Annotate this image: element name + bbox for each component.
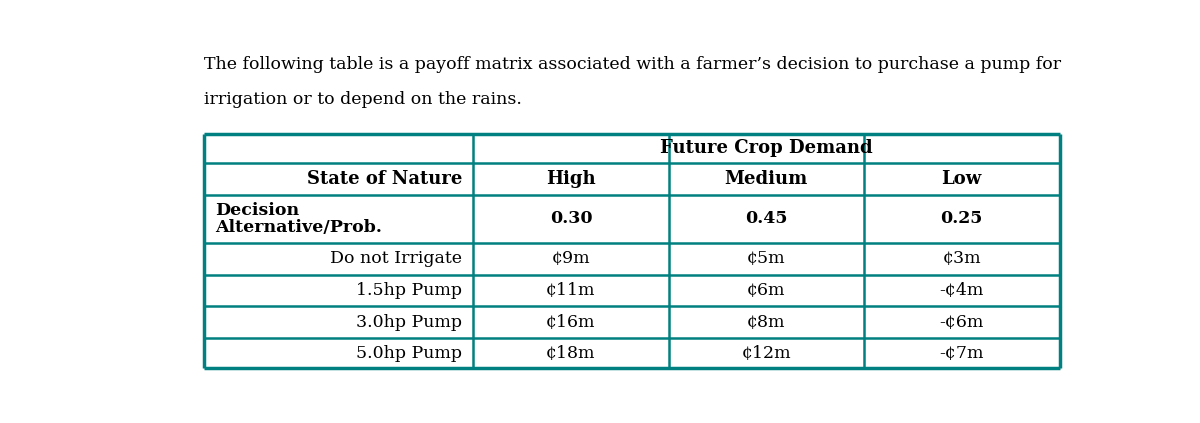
Text: Low: Low	[942, 170, 982, 188]
Text: 0.30: 0.30	[550, 210, 593, 227]
Text: The following table is a payoff matrix associated with a farmer’s decision to pu: The following table is a payoff matrix a…	[204, 56, 1061, 73]
Text: Alternative/Prob.: Alternative/Prob.	[215, 219, 382, 236]
Text: Future Crop Demand: Future Crop Demand	[660, 140, 872, 157]
Text: -¢7m: -¢7m	[940, 345, 984, 362]
Text: ¢11m: ¢11m	[546, 282, 595, 299]
Text: 3.0hp Pump: 3.0hp Pump	[356, 313, 462, 330]
Text: State of Nature: State of Nature	[307, 170, 462, 188]
Text: ¢16m: ¢16m	[546, 313, 595, 330]
Text: ¢9m: ¢9m	[552, 250, 590, 267]
Text: -¢6m: -¢6m	[940, 313, 984, 330]
Text: High: High	[546, 170, 596, 188]
Text: ¢5m: ¢5m	[746, 250, 785, 267]
Text: Decision: Decision	[215, 202, 299, 219]
Text: ¢3m: ¢3m	[942, 250, 980, 267]
Text: Do not Irrigate: Do not Irrigate	[330, 250, 462, 267]
Text: ¢12m: ¢12m	[742, 345, 791, 362]
Text: ¢8m: ¢8m	[746, 313, 785, 330]
Text: 0.25: 0.25	[941, 210, 983, 227]
Text: ¢18m: ¢18m	[546, 345, 595, 362]
Text: ¢6m: ¢6m	[746, 282, 785, 299]
Text: Medium: Medium	[725, 170, 808, 188]
Text: 5.0hp Pump: 5.0hp Pump	[356, 345, 462, 362]
Text: -¢4m: -¢4m	[940, 282, 984, 299]
Text: 0.45: 0.45	[745, 210, 787, 227]
Text: irrigation or to depend on the rains.: irrigation or to depend on the rains.	[204, 91, 522, 108]
Text: 1.5hp Pump: 1.5hp Pump	[356, 282, 462, 299]
